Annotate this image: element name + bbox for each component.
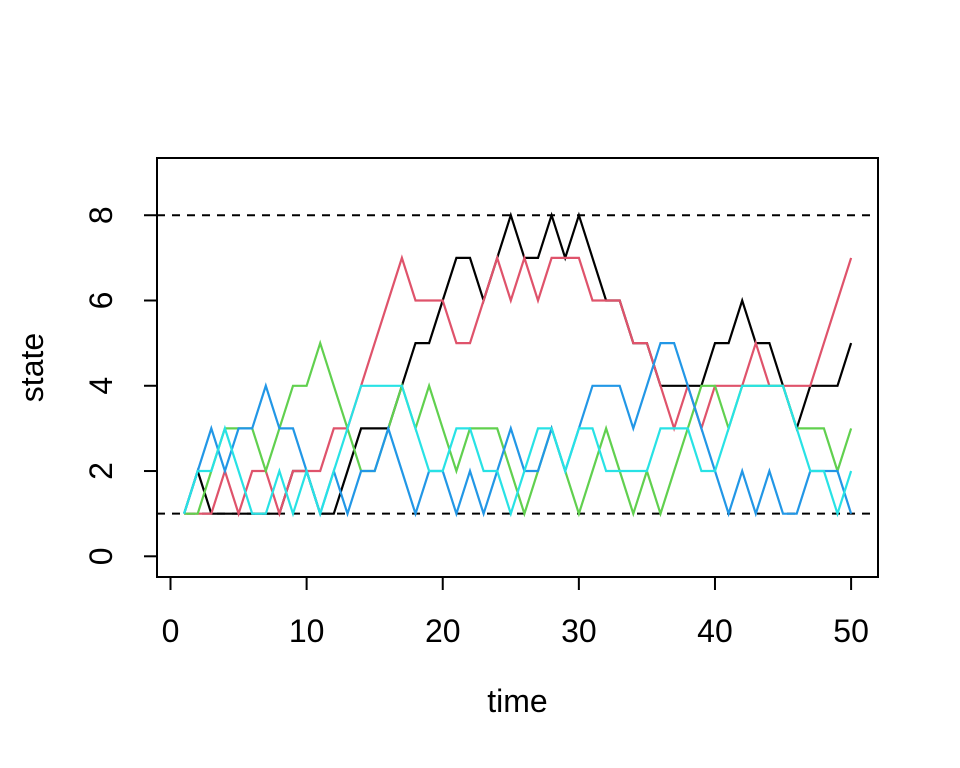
y-axis-tick-label: 8: [83, 206, 119, 224]
x-axis-tick-label: 30: [561, 613, 597, 649]
y-axis-label: state: [14, 333, 50, 402]
y-axis-tick-label: 6: [83, 292, 119, 310]
series-line-trajectory-1-black: [183, 211, 853, 515]
y-axis-tick-label: 0: [83, 547, 119, 565]
x-axis-tick-label: 0: [162, 613, 180, 649]
x-axis-tick-label: 20: [425, 613, 461, 649]
y-axis-tick-label: 2: [83, 462, 119, 480]
x-axis-tick-label: 40: [697, 613, 733, 649]
series-line-trajectory-4-blue: [183, 342, 853, 518]
x-axis-label: time: [487, 683, 547, 719]
y-axis-tick-label: 4: [83, 377, 119, 395]
series-line-trajectory-2-rose: [184, 254, 853, 518]
series-line-trajectory-5-cyan: [183, 384, 853, 518]
x-axis-tick-label: 50: [833, 613, 869, 649]
x-axis-tick-label: 10: [289, 613, 325, 649]
plot-border: [156, 157, 879, 578]
